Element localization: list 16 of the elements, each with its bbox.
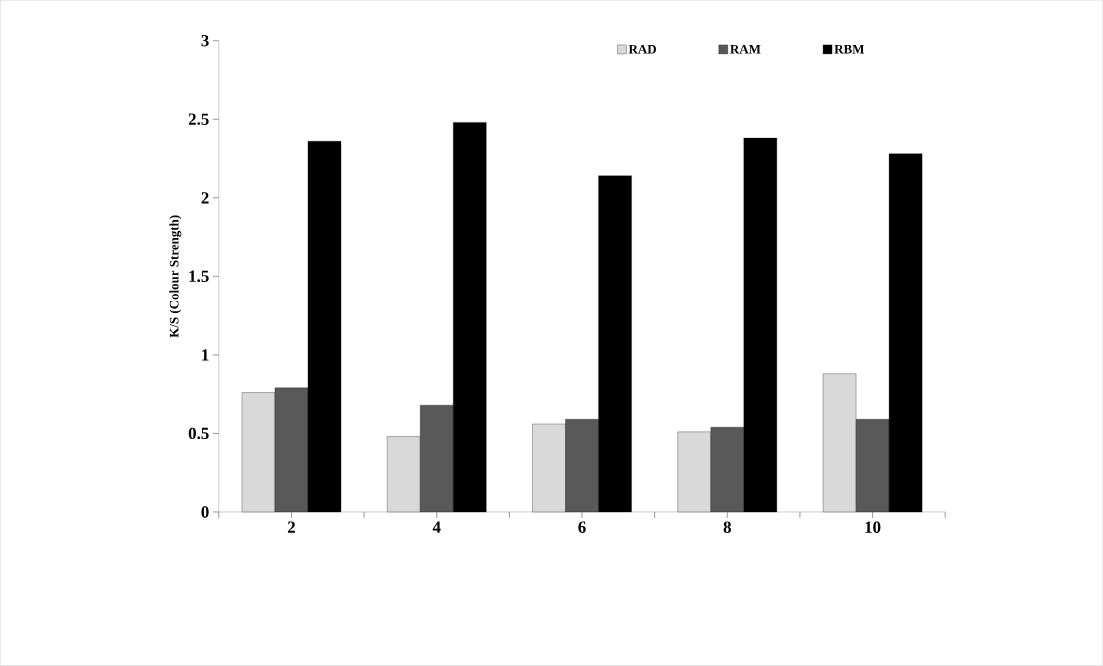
legend-label: RAD (628, 45, 656, 54)
y-tick-label: 0 (201, 506, 209, 518)
y-tick-label: 2 (201, 192, 209, 204)
x-tick-label: 6 (578, 521, 586, 534)
x-tick-label: 4 (432, 521, 441, 533)
x-tick-label: 2 (287, 521, 295, 533)
y-tick-label: 1 (202, 349, 209, 361)
y-tick-label: 0.5 (188, 427, 209, 440)
y-tick-label: 2.5 (188, 113, 209, 126)
x-tick-label: 8 (723, 521, 731, 534)
x-tick-label: 10 (865, 521, 881, 534)
y-tick-label: 1.5 (189, 270, 209, 283)
legend-label: RAM (730, 45, 761, 54)
y-axis-title: K/S (Colour Strength) (169, 215, 182, 338)
y-tick-label: 3 (201, 35, 209, 47)
legend-label: RBM (834, 45, 865, 54)
